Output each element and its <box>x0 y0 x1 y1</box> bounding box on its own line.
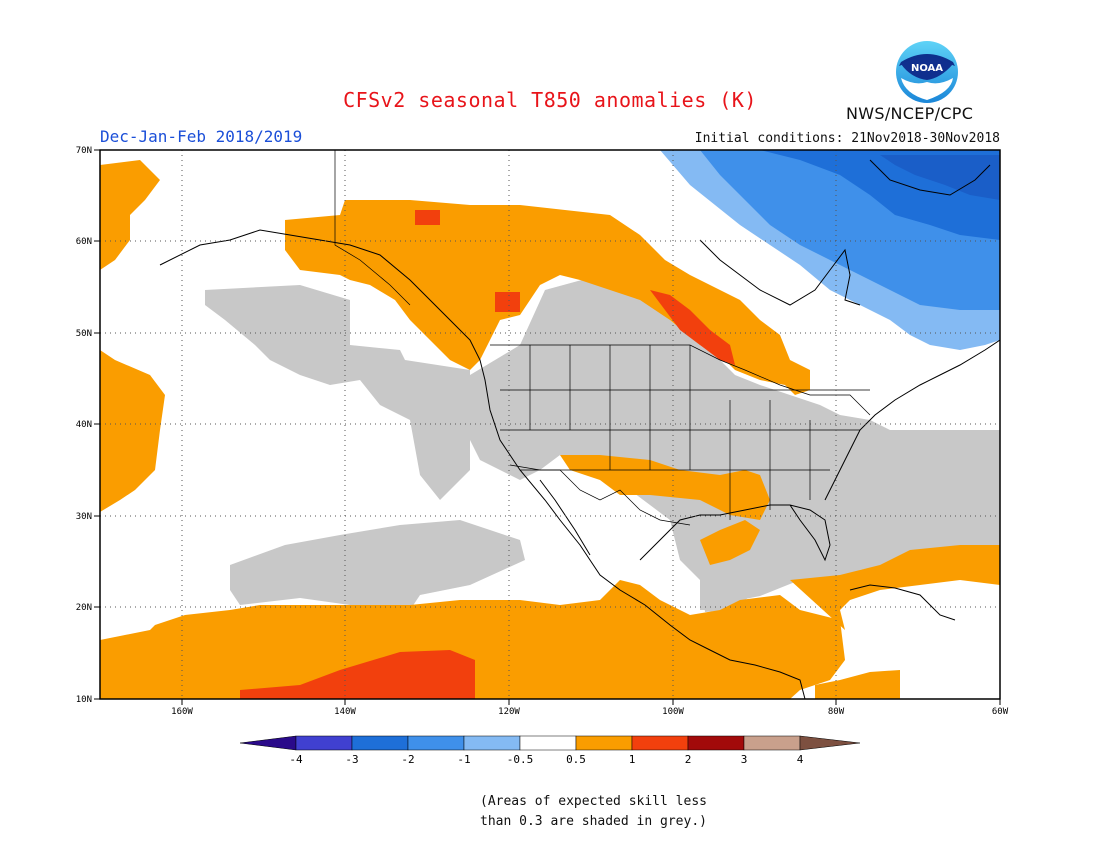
colorbar-tick: -2 <box>401 753 414 766</box>
lon-label: 120W <box>498 707 520 717</box>
logo-text: NOAA <box>911 63 943 74</box>
lon-label: 80W <box>828 707 845 717</box>
colorbar-tick: -3 <box>345 753 358 766</box>
coastline-caribbean-islands <box>849 584 956 621</box>
border-canada-us <box>490 344 871 416</box>
coastlines <box>159 159 1000 699</box>
state-borders <box>500 345 870 520</box>
colorbar-segment <box>743 735 801 751</box>
season-label: Dec-Jan-Feb 2018/2019 <box>100 127 303 146</box>
colorbar-tick: -4 <box>289 753 303 766</box>
lon-label: 60W <box>992 707 1009 717</box>
colorbar-tick: 1 <box>629 753 636 766</box>
lon-labels: 160W 140W 120W 100W 80W 60W <box>171 707 1009 717</box>
colorbar-arrow-left <box>239 735 297 751</box>
red-region-alaska-north <box>415 210 440 225</box>
red-region-pacific-south <box>240 650 475 699</box>
colorbar-tick: 3 <box>741 753 748 766</box>
colorbar-tick: -1 <box>457 753 470 766</box>
coastline-baja <box>539 479 591 556</box>
lat-label: 70N <box>76 146 92 156</box>
orange-region-south-us <box>560 455 770 520</box>
lat-label: 30N <box>76 512 92 522</box>
initial-conditions-label: Initial conditions: 21Nov2018-30Nov2018 <box>694 131 1000 146</box>
colorbar-tick: 4 <box>797 753 804 766</box>
grey-region-pacific-south <box>230 520 525 610</box>
blue-darker-region <box>880 155 1000 200</box>
colorbar-segment <box>407 735 465 751</box>
colorbar-ticks: -4 -3 -2 -1 -0.5 0.5 1 2 3 4 <box>289 753 803 766</box>
orange-region-se-corner <box>815 670 900 699</box>
footnote-line: than 0.3 are shaded in grey.) <box>480 814 707 829</box>
colorbar-tick: 2 <box>685 753 692 766</box>
lat-label: 40N <box>76 420 92 430</box>
colorbar-arrow-right <box>799 735 861 751</box>
lat-label: 20N <box>76 603 92 613</box>
colorbar-segment <box>463 735 521 751</box>
coastline-greenland <box>869 159 991 196</box>
colorbar-tick: 0.5 <box>566 753 586 766</box>
lon-label: 100W <box>662 707 684 717</box>
agency-label: NWS/NCEP/CPC <box>846 104 974 123</box>
colorbar-segment <box>351 735 409 751</box>
orange-region-pacific-west <box>100 350 165 512</box>
borders <box>334 150 871 526</box>
chart-title: CFSv2 seasonal T850 anomalies (K) <box>343 88 757 112</box>
colorbar <box>239 735 861 751</box>
colorbar-segment <box>631 735 689 751</box>
colorbar-segment <box>519 735 577 751</box>
lat-labels: 70N 60N 50N 40N 30N 20N 10N <box>76 146 92 705</box>
orange-region-arctic-west <box>100 160 160 270</box>
orange-region-east <box>700 520 760 565</box>
colorbar-segment <box>575 735 633 751</box>
coastline-east <box>824 339 1000 501</box>
red-region-yukon <box>495 292 520 312</box>
red-region-canada-east <box>650 290 735 365</box>
orange-region-tropical-pacific <box>100 580 845 699</box>
noaa-logo: NOAA <box>896 41 958 103</box>
lat-label: 60N <box>76 237 92 247</box>
grey-region-west-us <box>470 275 1000 610</box>
orange-region-alaska <box>285 200 810 395</box>
lat-label: 10N <box>76 695 92 705</box>
skill-footnote: (Areas of expected skill less than 0.3 a… <box>480 792 707 832</box>
coastline-gulf <box>639 504 831 562</box>
lon-label: 140W <box>334 707 356 717</box>
axis-ticks <box>94 149 1001 705</box>
graticule <box>100 150 1000 699</box>
colorbar-tick: -0.5 <box>507 753 534 766</box>
coastline-alaska <box>159 229 806 699</box>
lat-label: 50N <box>76 329 92 339</box>
colorbar-segment <box>295 735 353 751</box>
colorbar-segment <box>687 735 745 751</box>
lon-label: 160W <box>171 707 193 717</box>
grey-region-gulf <box>700 560 800 612</box>
footnote-line: (Areas of expected skill less <box>480 794 707 809</box>
coastline-hudson <box>699 239 861 306</box>
border-alaska-canada <box>334 150 411 306</box>
grey-region-pacific-north <box>205 285 470 500</box>
